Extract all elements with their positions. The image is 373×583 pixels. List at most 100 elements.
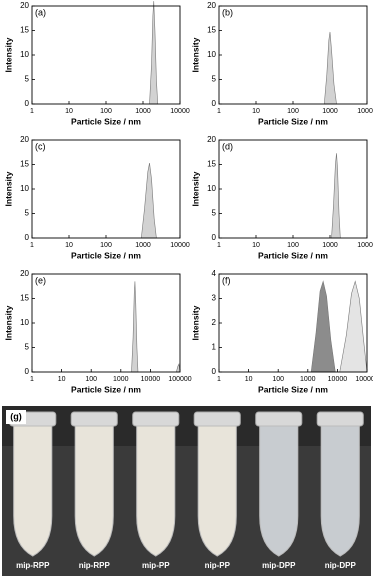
x-tick-label: 100000 bbox=[168, 376, 191, 383]
panel-label: (c) bbox=[35, 141, 46, 151]
tube-cap bbox=[255, 411, 303, 427]
tube-cap bbox=[316, 411, 364, 427]
tube-label: mip-RPP bbox=[16, 561, 50, 570]
x-tick-label: 10 bbox=[65, 108, 73, 115]
x-tick-label: 10 bbox=[245, 376, 253, 383]
tube-body bbox=[197, 425, 237, 557]
y-tick-label: 1 bbox=[212, 343, 217, 352]
x-tick-label: 1 bbox=[217, 376, 221, 383]
y-tick-label: 0 bbox=[25, 367, 30, 376]
x-tick-label: 10000 bbox=[141, 376, 161, 383]
x-tick-label: 10000 bbox=[170, 108, 190, 115]
tube-body bbox=[320, 425, 360, 557]
distribution-peak bbox=[175, 363, 181, 373]
y-tick-label: 15 bbox=[207, 160, 216, 169]
tube-body bbox=[74, 425, 114, 557]
x-tick-label: 1000 bbox=[135, 242, 151, 249]
x-tick-label: 10000 bbox=[357, 242, 373, 249]
x-tick-label: 10 bbox=[252, 108, 260, 115]
y-axis-title: Intensity bbox=[3, 305, 13, 340]
x-axis-title: Particle Size / nm bbox=[258, 384, 328, 394]
x-tick-label: 100 bbox=[100, 108, 112, 115]
panel-label: (g) bbox=[10, 411, 22, 421]
plot-frame bbox=[31, 5, 181, 105]
tube-cap bbox=[70, 411, 118, 427]
tube-cap bbox=[132, 411, 180, 427]
y-tick-label: 20 bbox=[207, 135, 216, 144]
distribution-peak bbox=[140, 162, 157, 239]
y-tick-label: 20 bbox=[207, 1, 216, 10]
plot-frame bbox=[31, 139, 181, 239]
panel-label: (e) bbox=[35, 275, 46, 285]
x-tick-label: 100000 bbox=[355, 376, 373, 383]
x-tick-label: 1 bbox=[30, 376, 34, 383]
y-tick-label: 5 bbox=[212, 75, 217, 84]
x-tick-label: 100 bbox=[272, 376, 284, 383]
x-tick-label: 1000 bbox=[113, 376, 129, 383]
x-tick-label: 1 bbox=[30, 242, 34, 249]
photo-backdrop bbox=[2, 446, 371, 576]
distribution-peak bbox=[323, 31, 337, 105]
y-tick-label: 10 bbox=[20, 184, 29, 193]
y-axis-title: Intensity bbox=[3, 171, 13, 206]
y-tick-label: 0 bbox=[25, 99, 30, 108]
distribution-peak bbox=[131, 281, 139, 373]
tube-body bbox=[259, 425, 299, 557]
x-tick-label: 10 bbox=[65, 242, 73, 249]
y-tick-label: 0 bbox=[212, 233, 217, 242]
tube-body bbox=[13, 425, 53, 557]
x-tick-label: 1 bbox=[30, 108, 34, 115]
tube-cap bbox=[193, 411, 241, 427]
distribution-peak bbox=[310, 280, 336, 373]
x-tick-label: 10 bbox=[252, 242, 260, 249]
y-tick-label: 10 bbox=[207, 50, 216, 59]
panel-label: (a) bbox=[35, 7, 46, 17]
x-tick-label: 1000 bbox=[322, 108, 338, 115]
x-tick-label: 10000 bbox=[357, 108, 373, 115]
tube-label: mip-PP bbox=[142, 561, 170, 570]
x-tick-label: 1 bbox=[217, 108, 221, 115]
y-axis-title: Intensity bbox=[190, 305, 200, 340]
plot-frame bbox=[218, 5, 368, 105]
y-axis-title: Intensity bbox=[190, 37, 200, 72]
x-tick-label: 100 bbox=[100, 242, 112, 249]
y-tick-label: 20 bbox=[20, 135, 29, 144]
tube-body bbox=[136, 425, 176, 557]
x-tick-label: 10000 bbox=[328, 376, 348, 383]
y-axis-title: Intensity bbox=[190, 171, 200, 206]
y-tick-label: 5 bbox=[25, 343, 30, 352]
x-axis-title: Particle Size / nm bbox=[71, 250, 141, 260]
panel-label: (b) bbox=[222, 7, 233, 17]
plot-frame bbox=[31, 273, 181, 373]
y-tick-label: 3 bbox=[212, 294, 217, 303]
plot-frame bbox=[218, 273, 368, 373]
x-tick-label: 100 bbox=[287, 108, 299, 115]
x-axis-title: Particle Size / nm bbox=[258, 116, 328, 126]
y-tick-label: 15 bbox=[207, 26, 216, 35]
tube-label: mip-DPP bbox=[262, 561, 296, 570]
y-tick-label: 20 bbox=[20, 1, 29, 10]
x-tick-label: 1000 bbox=[300, 376, 316, 383]
y-tick-label: 10 bbox=[207, 184, 216, 193]
y-tick-label: 4 bbox=[212, 269, 217, 278]
y-axis-title: Intensity bbox=[3, 37, 13, 72]
y-tick-label: 5 bbox=[25, 75, 30, 84]
x-tick-label: 1000 bbox=[135, 108, 151, 115]
y-tick-label: 20 bbox=[20, 269, 29, 278]
x-tick-label: 1 bbox=[217, 242, 221, 249]
y-tick-label: 10 bbox=[20, 50, 29, 59]
y-tick-label: 5 bbox=[212, 209, 217, 218]
x-axis-title: Particle Size / nm bbox=[258, 250, 328, 260]
y-tick-label: 0 bbox=[25, 233, 30, 242]
tube-label: nip-PP bbox=[205, 561, 231, 570]
y-tick-label: 5 bbox=[25, 209, 30, 218]
tube-label: nip-RPP bbox=[79, 561, 111, 570]
y-tick-label: 2 bbox=[212, 318, 217, 327]
distribution-peak bbox=[339, 280, 368, 373]
distribution-peak bbox=[149, 1, 159, 105]
panel-label: (d) bbox=[222, 141, 233, 151]
y-tick-label: 15 bbox=[20, 26, 29, 35]
y-tick-label: 15 bbox=[20, 160, 29, 169]
